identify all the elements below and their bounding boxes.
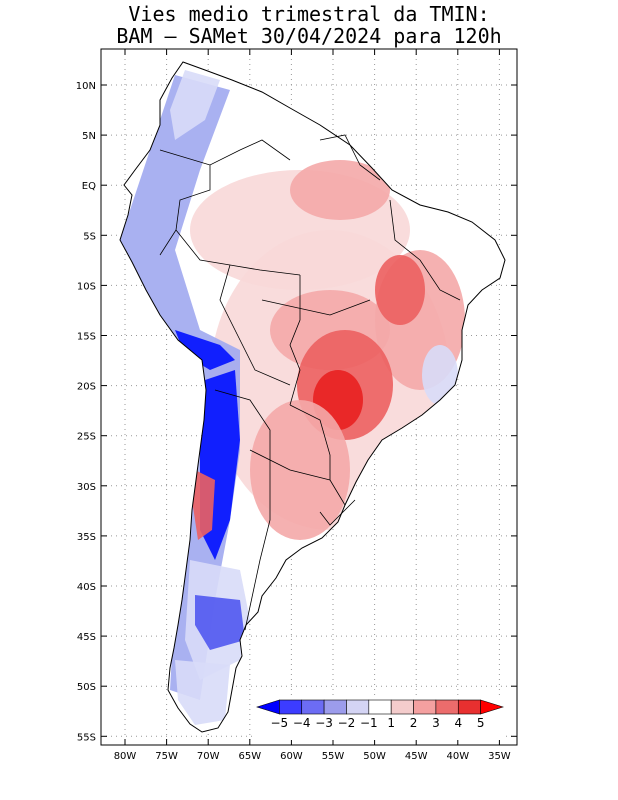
map-title: Vies medio trimestral da TMIN: (128, 2, 490, 26)
y-tick-label: 50S (77, 682, 96, 693)
y-tick-label: 40S (77, 582, 96, 593)
colorbar-swatch (435, 699, 459, 715)
x-tick-label: 75W (155, 751, 178, 762)
y-tick-label: 10S (77, 281, 96, 292)
x-tick-label: 45W (405, 751, 428, 762)
y-tick-label: 5N (82, 131, 96, 142)
colorbar-swatch (279, 699, 303, 715)
bias-region-cool-light (170, 70, 220, 140)
x-tick-label: 80W (114, 751, 137, 762)
bias-region-warm-strong (192, 470, 215, 540)
colorbar-swatch (457, 699, 481, 715)
x-tick-label: 70W (197, 751, 220, 762)
colorbar-label: −5 (271, 716, 289, 730)
x-axis: 80W 75W 70W 65W 60W 55W 50W 45W 40W 35W (114, 49, 511, 762)
bias-region-warm-mid (290, 160, 390, 220)
colorbar-label: 1 (387, 716, 395, 730)
colorbar-swatch (301, 699, 325, 715)
y-tick-label: 45S (77, 632, 96, 643)
y-tick-label: 15S (77, 332, 96, 343)
x-tick-label: 60W (280, 751, 303, 762)
south-america-land (119, 61, 506, 733)
y-axis: 10N 5N EQ 5S 10S 15S 20S 25S 30S 35S 40S 45S 50S 55S (76, 81, 517, 743)
y-tick-label: 35S (77, 532, 96, 543)
bias-region-warm-strong (375, 255, 425, 325)
bias-region-cool-max (175, 330, 235, 370)
x-tick-label: 65W (238, 751, 261, 762)
country-borders (159, 134, 461, 631)
bias-region-warm-mid (250, 400, 350, 540)
bias-region-cool-strong (195, 595, 245, 650)
colorbar-swatch (346, 699, 370, 715)
x-tick-label: 35W (488, 751, 511, 762)
y-tick-label: 5S (83, 231, 96, 242)
colorbar-arrow-high (480, 699, 505, 715)
x-tick-label: 40W (446, 751, 469, 762)
colorbar-label: 5 (477, 716, 485, 730)
x-tick-label: 50W (363, 751, 386, 762)
colorbar-label: −2 (338, 716, 356, 730)
colorbar-label: −4 (293, 716, 311, 730)
y-tick-label: 20S (77, 382, 96, 393)
colorbar-label: −3 (315, 716, 333, 730)
colorbar-label: 3 (432, 716, 440, 730)
map-subtitle: BAM – SAMet 30/04/2024 para 120h (116, 24, 502, 48)
y-tick-label: 55S (77, 732, 96, 743)
colorbar-swatch (368, 699, 392, 715)
colorbar-swatch (413, 699, 437, 715)
x-tick-label: 55W (322, 751, 345, 762)
colorbar-label: −1 (360, 716, 378, 730)
bias-region-cool-light (175, 660, 230, 725)
y-tick-label: 25S (77, 432, 96, 443)
colorbar: −5 −4 −3 −2 −1 1 2 3 4 5 (255, 696, 505, 740)
colorbar-swatch (390, 699, 414, 715)
y-tick-label: 10N (76, 81, 96, 92)
y-tick-label: 30S (77, 482, 96, 493)
colorbar-label: 4 (454, 716, 462, 730)
colorbar-swatch (323, 699, 347, 715)
bias-region-cool-light (422, 345, 458, 405)
colorbar-label: 2 (410, 716, 418, 730)
y-tick-label: EQ (82, 181, 96, 192)
